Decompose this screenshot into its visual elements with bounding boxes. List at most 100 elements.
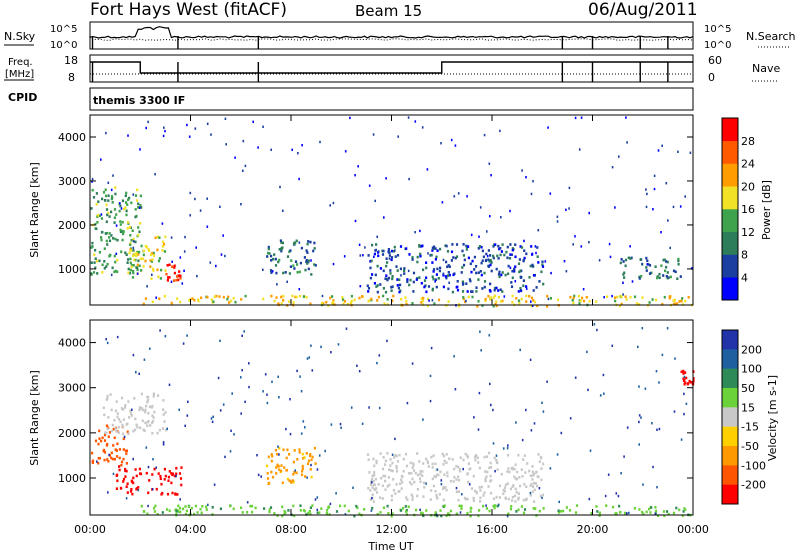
heatmap-cell — [168, 276, 171, 279]
heatmap-cell — [460, 504, 463, 508]
heatmap-cell — [520, 468, 523, 471]
colorbar-swatch — [722, 140, 738, 164]
heatmap-cell — [307, 240, 310, 243]
heatmap-cell — [134, 240, 137, 244]
heatmap-cell — [434, 511, 437, 514]
heatmap-cell — [286, 448, 289, 452]
colorbar-tick-label: 4 — [741, 271, 748, 284]
heatmap-cell — [565, 270, 568, 273]
heatmap-cell — [161, 222, 164, 225]
heatmap-cell — [377, 254, 380, 258]
heatmap-cell — [123, 406, 127, 409]
heatmap-cell — [98, 456, 101, 460]
heatmap-cell — [514, 255, 517, 259]
heatmap-cell — [366, 453, 370, 456]
heatmap-cell — [390, 258, 393, 262]
colorbar-swatch — [722, 163, 738, 187]
heatmap-cell — [531, 263, 534, 267]
heatmap-cell — [678, 508, 681, 512]
heatmap-cell — [303, 509, 306, 513]
heatmap-cell — [139, 194, 142, 198]
heatmap-cell — [664, 269, 667, 273]
heatmap-cell — [262, 268, 264, 271]
heatmap-cell — [478, 509, 481, 512]
heatmap-cell — [369, 266, 372, 270]
heatmap-cell — [531, 478, 534, 481]
heatmap-cell — [275, 296, 278, 299]
colorbar-swatch — [722, 368, 738, 389]
heatmap-cell — [568, 186, 571, 190]
heatmap-cell — [321, 294, 324, 298]
heatmap-cell — [132, 263, 135, 267]
heatmap-cell — [179, 256, 182, 259]
heatmap-cell — [443, 485, 446, 489]
heatmap-cell — [666, 260, 669, 264]
heatmap-cell — [332, 201, 335, 205]
heatmap-cell — [320, 345, 322, 349]
heatmap-cell — [547, 297, 550, 301]
heatmap-cell — [497, 289, 500, 292]
heatmap-cell — [381, 467, 385, 471]
heatmap-cell — [614, 299, 617, 303]
heatmap-cell — [157, 259, 161, 263]
heatmap-cell — [375, 248, 377, 252]
heatmap-cell — [629, 295, 632, 299]
heatmap-cell — [493, 456, 496, 460]
heatmap-cell — [91, 188, 94, 192]
heatmap-cell — [449, 479, 452, 483]
heatmap-cell — [457, 490, 460, 493]
heatmap-cell — [285, 469, 288, 472]
heatmap-cell — [617, 494, 620, 498]
heatmap-cell — [183, 250, 186, 253]
heatmap-cell — [364, 246, 366, 249]
heatmap-cell — [378, 496, 382, 499]
heatmap-cell — [439, 509, 442, 512]
heatmap-cell — [442, 487, 445, 490]
heatmap-cell — [626, 426, 629, 429]
heatmap-cell — [127, 267, 130, 271]
heatmap-cell — [522, 498, 525, 502]
heatmap-cell — [549, 467, 552, 470]
heatmap-cell — [162, 441, 165, 444]
heatmap-cell — [434, 475, 437, 479]
heatmap-cell — [495, 286, 498, 290]
x-tick-label: 08:00 — [275, 523, 307, 536]
colorbar-tick-label: -200 — [741, 479, 766, 492]
heatmap-cell — [430, 253, 433, 257]
heatmap-cell — [144, 297, 147, 300]
heatmap-cell — [322, 302, 325, 305]
heatmap-cell — [371, 474, 374, 478]
heatmap-cell — [411, 258, 414, 261]
heatmap-cell — [684, 381, 687, 384]
heatmap-cell — [445, 514, 448, 517]
heatmap-cell — [412, 469, 416, 472]
heatmap-cell — [487, 249, 490, 252]
heatmap-cell — [309, 302, 312, 306]
heatmap-cell — [167, 475, 170, 479]
heatmap-cell — [431, 299, 434, 302]
heatmap-cell — [125, 469, 128, 473]
heatmap-cell — [341, 295, 344, 299]
heatmap-cell — [137, 206, 140, 209]
heatmap-cell — [431, 477, 434, 481]
heatmap-cell — [296, 369, 298, 373]
heatmap-cell — [284, 271, 287, 274]
heatmap-cell — [650, 271, 653, 275]
heatmap-cell — [467, 480, 470, 484]
heatmap-cell — [598, 514, 601, 517]
heatmap-cell — [309, 512, 312, 516]
heatmap-cell — [457, 498, 460, 502]
heatmap-cell — [490, 491, 493, 495]
heatmap-cell — [222, 295, 225, 299]
heatmap-cell — [353, 514, 356, 518]
heatmap-cell — [298, 288, 301, 291]
heatmap-cell — [115, 213, 118, 216]
heatmap-cell — [431, 246, 434, 250]
heatmap-cell — [425, 261, 428, 264]
heatmap-cell — [673, 302, 676, 306]
heatmap-cell — [453, 195, 456, 198]
heatmap-cell — [144, 259, 147, 263]
heatmap-cell — [179, 510, 182, 514]
heatmap-cell — [614, 296, 617, 299]
heatmap-cell — [668, 296, 671, 300]
